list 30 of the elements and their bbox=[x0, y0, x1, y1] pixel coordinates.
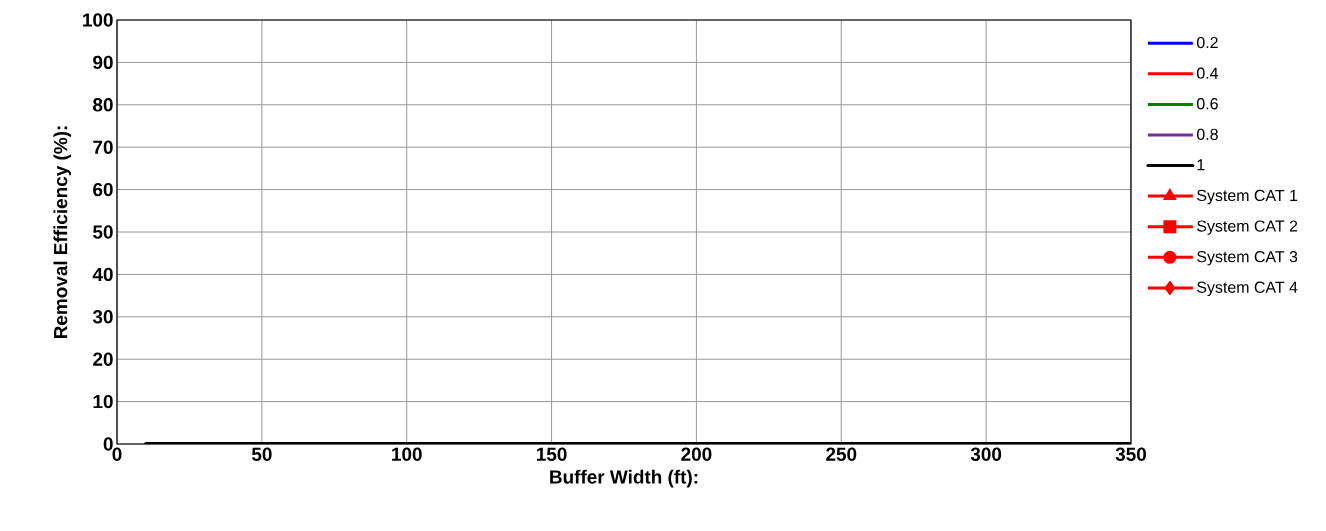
legend-label: System CAT 4 bbox=[1197, 281, 1298, 297]
y-tick-label: 50 bbox=[93, 225, 113, 239]
legend-label: 0.6 bbox=[1196, 98, 1218, 110]
x-tick-label: 50 bbox=[251, 447, 272, 461]
x-tick-label: 150 bbox=[536, 447, 567, 461]
y-tick-label: 20 bbox=[93, 352, 113, 366]
x-tick-label: 350 bbox=[1115, 447, 1146, 461]
y-tick-label: 100 bbox=[83, 13, 113, 27]
legend-label: 0.2 bbox=[1196, 36, 1218, 49]
y-tick-label: 10 bbox=[93, 394, 113, 409]
x-tick-label: 200 bbox=[681, 447, 712, 461]
x-tick-label: 0 bbox=[112, 447, 122, 461]
legend-label: System CAT 3 bbox=[1197, 251, 1298, 266]
y-tick-label: 30 bbox=[92, 310, 113, 324]
y-axis-title: Removal Efficiency (%): bbox=[53, 126, 72, 339]
x-tick-label: 250 bbox=[826, 447, 857, 461]
y-tick-label: 70 bbox=[93, 140, 113, 154]
legend-label: 0.8 bbox=[1196, 128, 1218, 141]
x-tick-label: 100 bbox=[392, 447, 422, 461]
legend-label: 1 bbox=[1197, 159, 1205, 171]
x-tick-label: 300 bbox=[970, 447, 1002, 461]
legend-label: System CAT 2 bbox=[1197, 220, 1298, 235]
y-tick-label: 0 bbox=[103, 437, 113, 451]
x-axis-title: Buffer Width (ft): bbox=[550, 469, 698, 488]
y-tick-label: 80 bbox=[93, 98, 113, 112]
legend-label: System CAT 1 bbox=[1197, 189, 1298, 205]
y-tick-label: 60 bbox=[93, 182, 113, 197]
y-tick-label: 90 bbox=[93, 55, 113, 70]
y-tick-label: 40 bbox=[92, 267, 113, 282]
legend-label: 0.4 bbox=[1196, 67, 1219, 79]
